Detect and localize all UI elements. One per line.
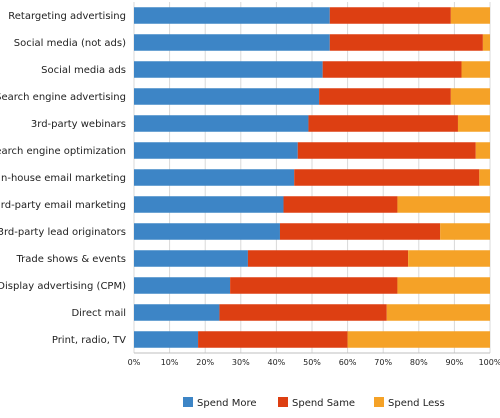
bar-spend-more-search-engine-advertising [134,88,320,105]
bar-spend-less-social-media-ads [461,61,490,78]
bar-spend-same-direct-mail [219,304,387,321]
category-label: Social media (not ads) [14,38,126,49]
category-label: Print, radio, TV [52,335,126,346]
bar-spend-less-search-engine-advertising [450,88,490,105]
x-tick-label: 40% [268,358,286,367]
bar-spend-less-trade-shows-events [408,250,490,267]
bar-spend-more-3rd-party-webinars [134,115,309,132]
bar-spend-more-3rd-party-lead-originators [134,223,280,240]
bar-spend-same-social-media-ads [322,61,462,78]
x-tick-label: 100% [479,358,500,367]
category-label: Search engine advertising [0,92,126,103]
legend-label-spend-more: Spend More [197,398,257,409]
x-tick-label: 30% [232,358,250,367]
x-tick-label: 80% [410,358,428,367]
bar-spend-less-direct-mail [386,304,490,321]
x-tick-label: 0% [128,358,141,367]
bar-spend-more-direct-mail [134,304,220,321]
legend-swatch-spend-less [374,397,384,407]
bar-spend-more-trade-shows-events [134,250,248,267]
bar-spend-same-3rd-party-lead-originators [279,223,441,240]
bar-spend-more-in-house-email-marketing [134,169,295,186]
bar-spend-more-social-media-ads [134,61,323,78]
x-tick-label: 70% [374,358,392,367]
bar-spend-more-retargeting-advertising [134,7,330,24]
x-axis-ticks: 0% 10% 20% 30% 40% 50% 60% 70% 80% 90% 100% [128,358,500,367]
bar-spend-less-display-advertising-cpm [397,277,490,294]
category-label: 3rd-party lead originators [0,227,126,238]
bar-spend-same-3rd-party-email-marketing [283,196,398,213]
category-label: Direct mail [71,308,126,319]
bar-spend-more-search-engine-optimization [134,142,298,159]
bar-spend-more-social-media-not-ads [134,34,330,51]
x-tick-label: 50% [303,358,321,367]
bar-spend-same-trade-shows-events [247,250,409,267]
legend: Spend More Spend Same Spend Less [183,397,445,409]
category-label: 3rd-party webinars [31,119,126,130]
bar-spend-same-print-radio-tv [198,331,348,348]
bar-spend-less-3rd-party-email-marketing [397,196,490,213]
category-label: 3rd-party email marketing [0,200,126,211]
legend-swatch-spend-more [183,397,193,407]
category-label: Trade shows & events [16,254,126,265]
bar-spend-same-in-house-email-marketing [294,169,480,186]
bar-spend-less-in-house-email-marketing [479,169,490,186]
bar-spend-same-social-media-not-ads [329,34,483,51]
category-labels: Retargeting advertising Social media (not… [0,11,126,346]
x-tick-label: 10% [161,358,179,367]
category-label: Search engine optimization [0,146,126,157]
legend-label-spend-less: Spend Less [388,398,445,409]
bar-spend-more-3rd-party-email-marketing [134,196,284,213]
bar-spend-less-retargeting-advertising [450,7,490,24]
bar-spend-more-print-radio-tv [134,331,199,348]
bar-spend-same-3rd-party-webinars [308,115,458,132]
bar-spend-more-display-advertising-cpm [134,277,231,294]
bars [134,7,490,348]
bar-spend-less-print-radio-tv [347,331,490,348]
bar-spend-less-social-media-not-ads [482,34,490,51]
bar-spend-less-search-engine-optimization [475,142,490,159]
category-label: Retargeting advertising [8,11,126,22]
bar-spend-same-display-advertising-cpm [230,277,398,294]
bar-spend-less-3rd-party-webinars [457,115,490,132]
bar-spend-less-3rd-party-lead-originators [440,223,490,240]
x-tick-label: 20% [196,358,214,367]
x-tick-label: 60% [339,358,357,367]
bar-spend-same-search-engine-optimization [297,142,476,159]
category-label: Social media ads [41,65,126,76]
category-label: In-house email marketing [0,173,126,184]
bar-spend-same-search-engine-advertising [319,88,451,105]
legend-swatch-spend-same [278,397,288,407]
bar-spend-same-retargeting-advertising [329,7,451,24]
legend-label-spend-same: Spend Same [292,398,355,409]
category-label: Display advertising (CPM) [0,281,126,292]
x-tick-label: 90% [446,358,464,367]
